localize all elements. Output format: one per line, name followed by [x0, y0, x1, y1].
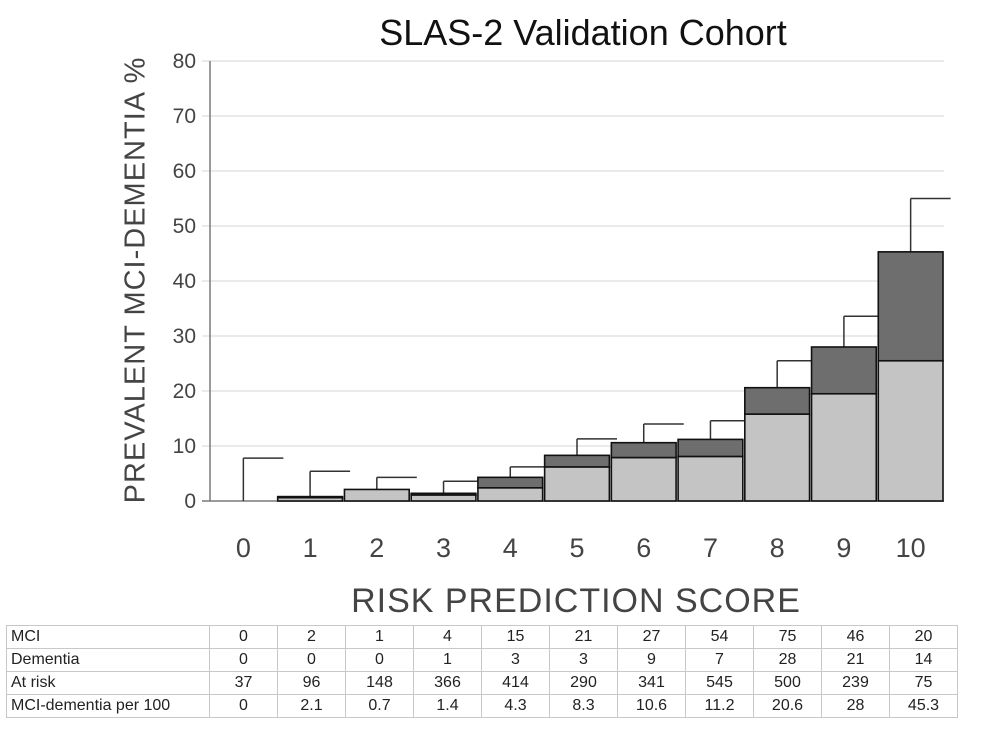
table-cell: 75	[889, 671, 958, 695]
table-cell: 28	[753, 648, 822, 672]
table-cell: 3	[549, 648, 618, 672]
table-cell: 21	[549, 625, 618, 649]
bar-segment-upper	[877, 251, 944, 362]
table-cell: 27	[617, 625, 686, 649]
row-label: At risk	[6, 671, 210, 695]
bar-segment-upper	[410, 492, 477, 496]
bar-segment-lower	[877, 359, 944, 502]
table-cell: 21	[821, 648, 890, 672]
x-tick-label: 9	[836, 533, 851, 563]
table-cell: 414	[481, 671, 550, 695]
y-tick-label: 20	[173, 380, 196, 403]
table-row: At risk 37 96 148 366 414 290 341 545 50…	[6, 671, 958, 695]
counts-table: MCI 0 2 1 4 15 21 27 54 75 46 20 Dementi…	[6, 625, 958, 718]
table-cell: 20.6	[753, 694, 822, 718]
table-cell: 20	[889, 625, 958, 649]
table-cell: 1.4	[413, 694, 482, 718]
chart-title: SLAS-2 Validation Cohort	[379, 12, 787, 53]
bar-segment-lower	[677, 455, 744, 502]
x-tick-label: 4	[503, 533, 518, 563]
x-axis-label: RISK PREDICTION SCORE	[351, 582, 801, 620]
table-cell: 2.1	[277, 694, 346, 718]
y-tick-label: 80	[173, 50, 196, 73]
table-cell: 239	[821, 671, 890, 695]
table-cell: 2	[277, 625, 346, 649]
y-tick-label: 10	[173, 435, 196, 458]
bar-segment-upper	[677, 438, 744, 458]
table-cell: 545	[685, 671, 754, 695]
table-cell: 0	[277, 648, 346, 672]
table-cell: 96	[277, 671, 346, 695]
table-cell: 4	[413, 625, 482, 649]
x-tick-label: 5	[569, 533, 584, 563]
bar-segment-upper	[744, 386, 811, 415]
table-cell: 37	[209, 671, 278, 695]
table-cell: 341	[617, 671, 686, 695]
x-tick-label: 6	[636, 533, 651, 563]
row-label: MCI	[6, 625, 210, 649]
bar-segment-upper	[610, 441, 677, 459]
table-row: MCI-dementia per 100 0 2.1 0.7 1.4 4.3 8…	[6, 694, 958, 718]
table-cell: 500	[753, 671, 822, 695]
table-row: Dementia 0 0 0 1 3 3 9 7 28 21 14	[6, 648, 958, 672]
table-cell: 46	[821, 625, 890, 649]
table-cell: 0	[209, 694, 278, 718]
table-cell: 54	[685, 625, 754, 649]
bar-segment-lower	[744, 413, 811, 502]
bar-segment-lower	[543, 466, 611, 502]
y-tick-label: 60	[173, 160, 196, 183]
row-label: MCI-dementia per 100	[6, 694, 210, 718]
table-row: MCI 0 2 1 4 15 21 27 54 75 46 20	[6, 625, 958, 649]
bar-segment-lower	[610, 456, 677, 502]
table-cell: 148	[345, 671, 414, 695]
table-cell: 28	[821, 694, 890, 718]
y-tick-label: 70	[173, 105, 196, 128]
table-cell: 75	[753, 625, 822, 649]
y-tick-label: 30	[173, 325, 196, 348]
table-cell: 366	[413, 671, 482, 695]
table-cell: 7	[685, 648, 754, 672]
bar-segment-upper	[276, 495, 344, 499]
y-tick-label: 0	[184, 490, 196, 513]
x-tick-label: 10	[896, 533, 926, 563]
table-cell: 1	[413, 648, 482, 672]
table-cell: 10.6	[617, 694, 686, 718]
bar-segment-upper	[543, 454, 611, 468]
bar-segment-upper	[810, 346, 878, 395]
table-cell: 0	[209, 625, 278, 649]
table-cell: 1	[345, 625, 414, 649]
table-cell: 9	[617, 648, 686, 672]
table-cell: 15	[481, 625, 550, 649]
bar-segment-lower	[410, 494, 477, 502]
table-cell: 0	[345, 648, 414, 672]
x-tick-label: 8	[770, 533, 785, 563]
y-tick-label: 40	[173, 270, 196, 293]
x-tick-label: 7	[703, 533, 718, 563]
x-tick-label: 2	[369, 533, 384, 563]
bar-segment-lower	[810, 392, 878, 502]
table-cell: 0.7	[345, 694, 414, 718]
bar-segment-lower	[343, 488, 410, 502]
table-cell: 4.3	[481, 694, 550, 718]
table-cell: 290	[549, 671, 618, 695]
table-cell: 14	[889, 648, 958, 672]
table-cell: 45.3	[889, 694, 958, 718]
chart-area: 0 10 20 30 40 50 60 70 80 0 1 2 3 4 5 6 7 8 9 10	[173, 50, 951, 563]
row-label: Dementia	[6, 648, 210, 672]
x-tick-label: 1	[303, 533, 318, 563]
table-cell: 3	[481, 648, 550, 672]
table-cell: 0	[209, 648, 278, 672]
y-tick-label: 50	[173, 215, 196, 238]
x-tick-label: 3	[436, 533, 451, 563]
x-tick-label: 0	[236, 533, 251, 563]
bar-segment-lower	[477, 486, 544, 502]
bar-segment-upper	[477, 476, 544, 489]
table-cell: 11.2	[685, 694, 754, 718]
table-cell: 8.3	[549, 694, 618, 718]
